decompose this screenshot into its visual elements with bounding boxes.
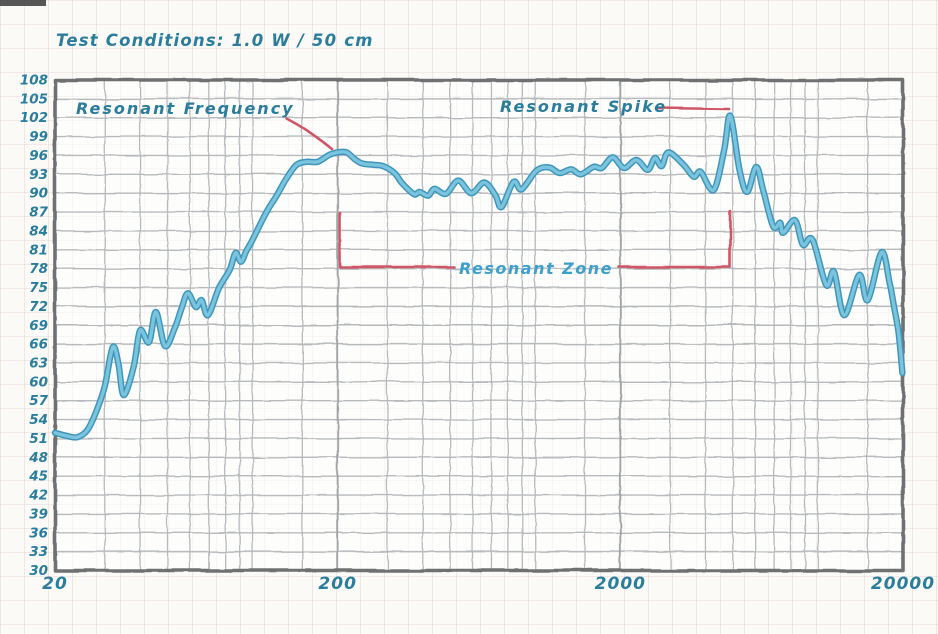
y-axis-tick-label: 57	[29, 393, 48, 409]
y-axis-tick-label: 39	[29, 506, 48, 522]
resonant-frequency-pointer-line	[285, 117, 334, 151]
y-axis-tick-label: 96	[29, 148, 48, 164]
y-axis-tick-label: 51	[29, 431, 48, 447]
y-axis-tick-label: 63	[29, 355, 48, 371]
chart-title: Test Conditions: 1.0 W / 50 cm	[56, 31, 374, 50]
x-axis-tick-label: 20000	[871, 574, 935, 594]
y-axis-tick-label: 75	[29, 280, 48, 296]
y-axis-tick-label: 69	[29, 318, 48, 334]
annotation-resonant-zone: Resonant Zone	[459, 259, 613, 278]
resonant-zone-bracket-left	[338, 211, 456, 269]
y-axis-tick-label: 54	[29, 412, 48, 428]
x-axis-tick-label: 2000	[595, 574, 646, 594]
plot-frame-rect	[53, 78, 905, 573]
resonant-zone-bracket-right	[617, 209, 732, 269]
y-axis-tick-label: 90	[29, 186, 48, 202]
y-axis-tick-label: 30	[29, 563, 48, 579]
y-axis-tick-label: 93	[29, 167, 48, 183]
grid-lines	[55, 80, 903, 571]
y-axis-tick-label: 108	[20, 73, 48, 89]
screen-artifact	[0, 0, 46, 6]
y-axis-tick-label: 102	[20, 110, 48, 126]
y-axis-tick-label: 42	[28, 488, 48, 504]
response-curve	[51, 112, 906, 441]
y-axis-tick-label: 48	[28, 450, 48, 466]
x-axis-tick-label: 200	[318, 574, 357, 594]
plot-frame	[53, 78, 905, 573]
y-axis-tick-label: 105	[20, 91, 48, 107]
y-axis-tick-label: 81	[29, 242, 48, 258]
y-axis-tick-label: 33	[29, 544, 48, 560]
y-axis-tick-label: 66	[29, 337, 48, 353]
y-axis-tick-label: 99	[29, 129, 48, 145]
resonant-spike-pointer-line	[654, 106, 731, 111]
y-axis-tick-label: 87	[29, 205, 48, 221]
y-axis-tick-label: 60	[29, 374, 48, 390]
y-axis-tick-label: 36	[29, 525, 48, 541]
y-axis-tick-label: 72	[29, 299, 48, 315]
x-axis-tick-label: 20	[42, 574, 68, 594]
y-axis-tick-label: 45	[28, 469, 48, 485]
y-axis-tick-label: 78	[29, 261, 48, 277]
annotation-resonant-spike: Resonant Spike	[500, 97, 667, 116]
annotation-resonant-frequency: Resonant Frequency	[76, 99, 295, 118]
axis-labels: 108 105 102 99 96 93 90 87 84 81 78 75 72 69 66 63 60 57 5…	[20, 73, 935, 595]
y-axis-tick-label: 84	[29, 223, 48, 239]
response-curve-core	[53, 114, 905, 440]
